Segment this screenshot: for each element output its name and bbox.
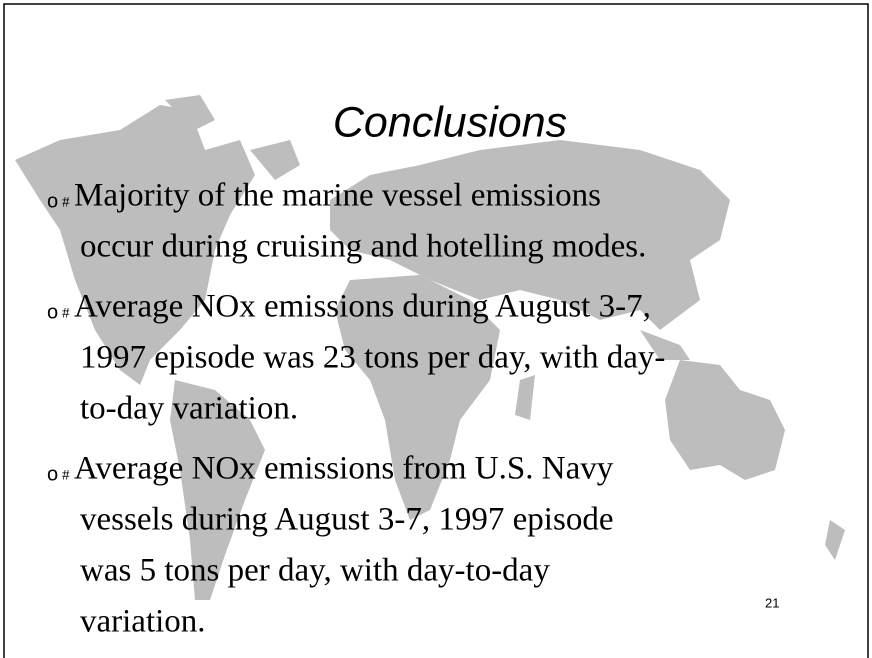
bullet-text: 1997 episode was 23 tons per day, with d… bbox=[80, 340, 665, 376]
bullet-marker: o bbox=[47, 301, 58, 323]
bullet-text: occur during cruising and hotelling mode… bbox=[80, 229, 646, 265]
bullet-text: variation. bbox=[80, 604, 206, 640]
page-number: 21 bbox=[765, 595, 779, 610]
bullet-text: vessels during August 3-7, 1997 episode bbox=[80, 502, 613, 538]
bullet-marker: o bbox=[47, 463, 58, 485]
slide-title: Conclusions bbox=[333, 98, 567, 146]
bullet-text: Average NOx emissions from U.S. Navy bbox=[74, 451, 614, 487]
bullet-text: to-day variation. bbox=[80, 391, 298, 427]
bullet-text: Average NOx emissions during August 3-7, bbox=[74, 289, 651, 325]
slide-border bbox=[3, 3, 869, 658]
world-map bbox=[15, 95, 845, 600]
bullet-symbol: # bbox=[62, 305, 70, 321]
bullet-text: was 5 tons per day, with day-to-day bbox=[80, 553, 550, 589]
bullet-marker: o bbox=[47, 190, 58, 212]
bullet-text: Majority of the marine vessel emissions bbox=[74, 178, 601, 214]
bullet-symbol: # bbox=[62, 194, 70, 210]
bullet-symbol: # bbox=[62, 467, 70, 483]
